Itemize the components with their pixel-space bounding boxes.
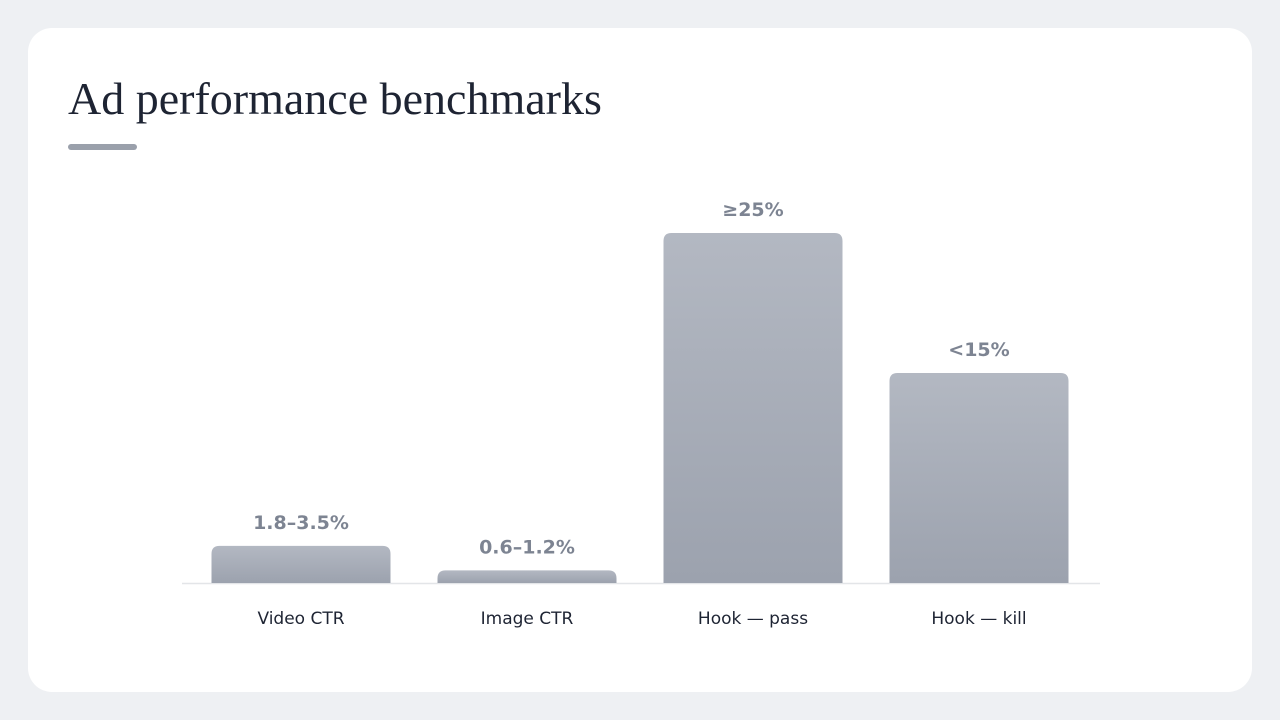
x-tick-label: Image CTR: [481, 609, 574, 629]
value-label: 1.8–3.5%: [253, 512, 349, 534]
bar: [889, 373, 1069, 583]
bar: [663, 233, 843, 583]
bar: [211, 545, 391, 583]
x-tick-label: Video CTR: [257, 609, 344, 629]
bar: [437, 570, 617, 583]
x-tick-label: Hook — pass: [698, 609, 808, 629]
value-label: 0.6–1.2%: [479, 536, 575, 558]
value-label: ≥25%: [722, 199, 783, 221]
card: [28, 28, 1252, 692]
value-label: <15%: [948, 339, 1009, 361]
title-underline: [68, 144, 137, 150]
chart-title: Ad performance benchmarks: [68, 73, 602, 124]
x-tick-label: Hook — kill: [931, 609, 1026, 629]
